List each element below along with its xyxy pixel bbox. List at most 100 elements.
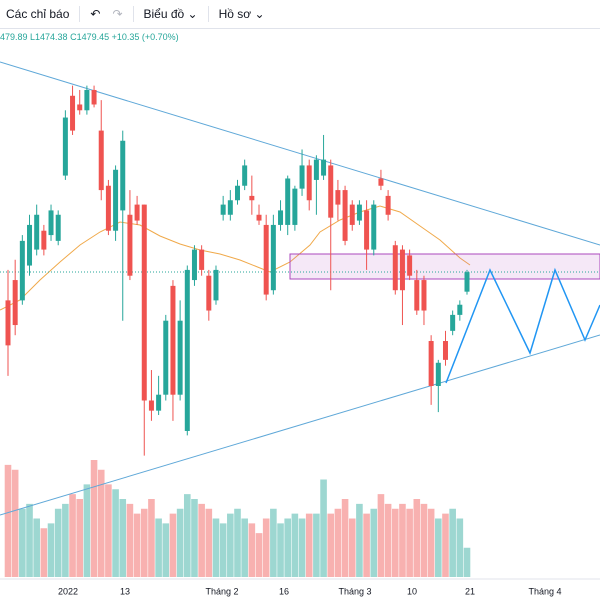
volume-bar: [76, 499, 84, 577]
trendline-upper: [0, 61, 600, 246]
volume-bar: [341, 499, 349, 577]
candle-body: [120, 140, 126, 211]
candle-body: [414, 280, 420, 311]
volume-bar: [456, 518, 464, 577]
volume-bar: [277, 523, 284, 577]
volume-bar: [105, 484, 112, 577]
candle-body: [220, 204, 226, 215]
candle-body: [191, 249, 197, 281]
x-tick-label: 13: [120, 586, 130, 596]
candle-body: [407, 255, 413, 276]
volume-bar: [219, 523, 227, 577]
candle-body: [435, 362, 441, 386]
volume-bar: [313, 513, 320, 577]
profile-menu-label: Hồ sơ: [218, 7, 252, 21]
chart-menu-label: Biểu đồ: [143, 7, 185, 21]
volume-bar: [47, 523, 55, 577]
undo-button[interactable]: ↶: [90, 7, 101, 21]
candle-body: [356, 204, 362, 221]
volume-bar: [370, 508, 378, 577]
candle-body: [141, 204, 147, 401]
candle-body: [249, 195, 255, 201]
candle-body: [428, 341, 434, 386]
candle-body: [156, 394, 162, 411]
x-tick-label: 10: [407, 586, 417, 596]
volume-bar: [384, 503, 392, 577]
trendline-lower: [0, 334, 600, 516]
indicators-button[interactable]: Các chỉ báo: [6, 7, 70, 21]
candle-body: [5, 300, 11, 346]
volume-bar: [377, 494, 385, 577]
candle-body: [70, 95, 76, 131]
candle-body: [206, 275, 212, 311]
volume-bar: [191, 499, 198, 577]
volume-bar: [26, 503, 33, 577]
candle-body: [19, 240, 25, 301]
volume-bar: [162, 523, 170, 577]
volume-bar: [112, 489, 119, 577]
volume-bar: [234, 508, 241, 577]
volume-bar: [413, 499, 421, 577]
candle-body: [278, 210, 284, 225]
volume-bar: [227, 513, 234, 577]
profile-menu[interactable]: Hồ sơ ⌄: [218, 7, 265, 21]
x-tick-label: Tháng 2: [205, 586, 238, 596]
volume-bar: [148, 499, 155, 577]
volume-bar: [90, 460, 98, 577]
candle-body: [12, 280, 18, 326]
candle-body: [41, 230, 47, 250]
candle-body: [385, 195, 391, 215]
volume-bar: [69, 494, 76, 577]
candle-body: [299, 165, 305, 189]
volume-bar: [241, 518, 248, 577]
volume-bar: [427, 508, 435, 577]
x-tick-label: 21: [465, 586, 475, 596]
volume-bar: [284, 518, 292, 577]
moving-average: [0, 205, 471, 311]
candle-body: [270, 224, 276, 291]
candle-body: [62, 117, 68, 176]
candle-body: [321, 159, 327, 176]
chart-menu[interactable]: Biểu đồ ⌄: [143, 7, 198, 21]
volume-bar: [348, 518, 356, 577]
candle-body: [184, 269, 190, 431]
volume-bar: [183, 494, 191, 577]
x-tick-label: 16: [279, 586, 289, 596]
candle-body: [342, 190, 348, 241]
volume-bar: [83, 484, 91, 577]
candle-body: [349, 204, 355, 225]
candle-body: [399, 249, 405, 291]
volume-bar: [399, 503, 406, 577]
candle-body: [457, 304, 463, 315]
candle-body: [84, 89, 90, 111]
candle-body: [442, 341, 448, 360]
projection-zigzag: [445, 267, 600, 384]
toolbar: Các chỉ báo ↶ ↷ Biểu đồ ⌄ Hồ sơ ⌄: [0, 0, 600, 29]
volume-bar: [262, 518, 270, 577]
candle-body: [292, 188, 298, 225]
candle-body: [235, 185, 240, 201]
candle-body: [27, 224, 33, 266]
redo-button[interactable]: ↷: [112, 7, 123, 21]
candle-body: [313, 159, 319, 180]
volume-bar: [119, 499, 127, 577]
candle-body: [91, 89, 97, 105]
candle-body: [328, 165, 334, 218]
candle-body: [199, 249, 205, 270]
volume-bar: [133, 513, 141, 577]
volume-bar: [291, 513, 299, 577]
candle-body: [98, 130, 104, 191]
candle-body: [335, 190, 341, 205]
candle-body: [77, 104, 83, 111]
candle-body: [134, 204, 140, 221]
x-tick-label: Tháng 3: [338, 586, 371, 596]
candle-body: [55, 214, 61, 241]
candle-body: [105, 185, 111, 231]
volume-bar: [169, 513, 177, 577]
volume-bar: [248, 523, 256, 577]
volume-bar: [420, 503, 428, 577]
volume-bar: [449, 508, 456, 577]
candle-body: [127, 214, 133, 276]
volume-bar: [463, 547, 471, 577]
